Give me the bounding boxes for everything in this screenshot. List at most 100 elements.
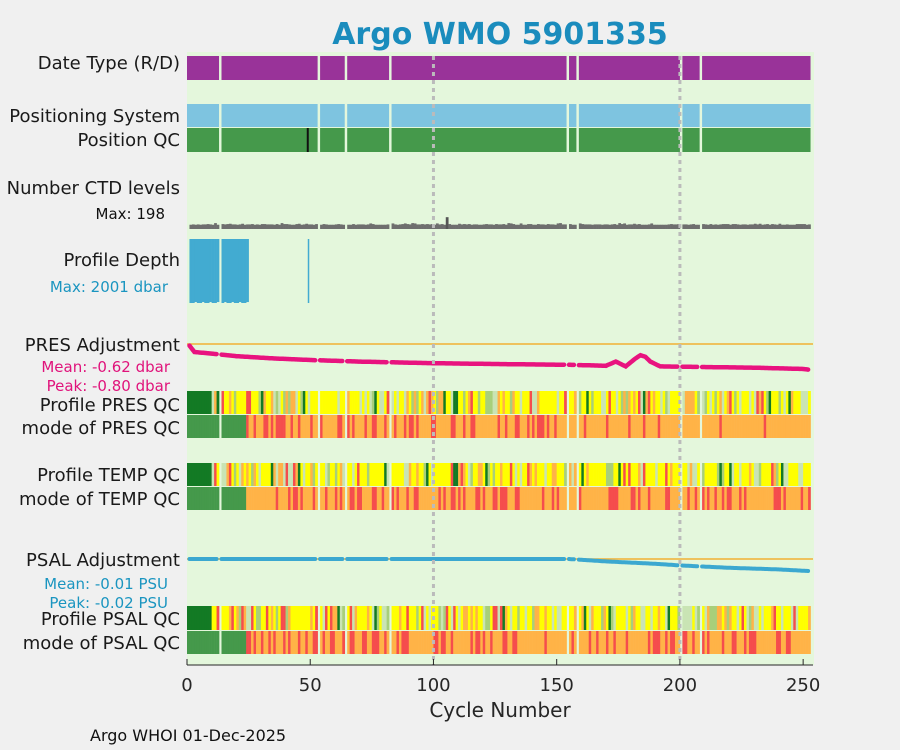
ctd-bar xyxy=(502,224,506,229)
positioning_system-band-0 xyxy=(187,104,220,127)
mode_temp_qc-cell xyxy=(803,487,806,510)
ctd-bar xyxy=(756,224,760,229)
profile_temp_qc-cell xyxy=(394,463,397,486)
profile_pres_qc-cell xyxy=(561,391,565,414)
mode_temp_qc-cell xyxy=(625,487,629,510)
profile_psal_qc-cell xyxy=(258,606,262,630)
profile_pres_qc-cell xyxy=(416,391,419,414)
profile_psal_qc-cell xyxy=(467,606,471,630)
mode_temp_qc-cell xyxy=(325,487,328,510)
mode_temp_qc-cell xyxy=(243,487,247,510)
profile_pres_qc-cell xyxy=(593,391,597,414)
profile_temp_qc-cell xyxy=(211,463,215,486)
profile_pres_qc-cell xyxy=(435,391,439,414)
mode_pres_qc-cell xyxy=(603,415,607,438)
profile_psal_qc-cell xyxy=(672,606,676,630)
ctd-bar xyxy=(591,224,594,229)
mode_pres_qc-cell xyxy=(605,415,609,438)
mode_psal_qc-cell xyxy=(524,631,528,654)
profile_temp_qc-cell xyxy=(384,463,387,486)
profile_psal_qc-cell xyxy=(694,606,698,630)
profile_pres_qc-cell xyxy=(199,391,203,414)
mode_pres_qc-cell xyxy=(357,415,360,438)
ctd-bar xyxy=(490,224,493,229)
profile_pres_qc-cell xyxy=(426,391,429,414)
mode_temp_qc-cell xyxy=(724,487,728,510)
mode_pres_qc-cell xyxy=(418,415,422,438)
profile_psal_qc-cell xyxy=(359,606,363,630)
mode_temp_qc-cell xyxy=(571,487,575,510)
profile_pres_qc-cell xyxy=(379,391,383,414)
mode_psal_qc-cell xyxy=(394,631,397,654)
mode_pres_qc-cell xyxy=(487,415,491,438)
mode_temp_qc-cell xyxy=(386,487,390,510)
mode_psal_qc-cell xyxy=(672,631,676,654)
profile_pres_qc-cell xyxy=(349,391,353,414)
profile_pres_qc-cell xyxy=(541,391,545,414)
mode_psal_qc-cell xyxy=(443,631,447,654)
mode_psal_qc-cell xyxy=(280,631,284,654)
depth-bar xyxy=(226,239,230,303)
mode_psal_qc-cell xyxy=(305,631,309,654)
profile_pres_qc-cell xyxy=(357,391,360,414)
mode_pres_qc-cell xyxy=(532,415,535,438)
mode_psal_qc-cell xyxy=(719,631,723,654)
ctd-bar xyxy=(201,224,205,229)
profile_temp_qc-cell xyxy=(739,463,742,486)
profile_pres_qc-cell xyxy=(440,391,444,414)
profile_pres_qc-cell xyxy=(475,391,479,414)
profile_pres_qc-cell xyxy=(670,391,673,414)
profile_psal_qc-cell xyxy=(633,606,636,630)
mode_temp_qc-cell xyxy=(522,487,525,510)
profile_pres_qc-cell xyxy=(532,391,535,414)
ctd-bar xyxy=(381,224,385,229)
mode_pres_qc-cell xyxy=(578,415,582,438)
mode_temp_qc-cell xyxy=(270,487,274,510)
mode_temp_qc-cell xyxy=(418,487,422,510)
profile_psal_qc-cell xyxy=(682,606,686,630)
profile_temp_qc-cell xyxy=(509,463,513,486)
profile_pres_qc-cell xyxy=(334,391,338,414)
profile_temp_qc-cell xyxy=(662,463,666,486)
profile_temp_qc-cell xyxy=(758,463,762,486)
mode_pres_qc-cell xyxy=(803,415,806,438)
profile_pres_qc-cell xyxy=(529,391,533,414)
profile_pres_qc-cell xyxy=(793,391,797,414)
mode_temp_qc-cell xyxy=(640,487,644,510)
ctd-bar xyxy=(731,224,735,229)
profile_psal_qc-cell xyxy=(243,606,247,630)
profile_pres_qc-cell xyxy=(352,391,355,414)
profile_psal_qc-cell xyxy=(354,606,358,630)
mode_pres_qc-cell xyxy=(556,415,560,438)
profile_psal_qc-cell xyxy=(500,606,503,630)
mode_pres_qc-cell xyxy=(339,415,343,438)
profile_psal_qc-cell xyxy=(361,606,365,630)
mode_pres_qc-cell xyxy=(364,415,368,438)
mode_temp_qc-cell xyxy=(743,487,747,510)
profile_temp_qc-cell xyxy=(206,463,210,486)
profile_pres_qc-cell xyxy=(443,391,447,414)
profile_temp_qc-cell xyxy=(467,463,471,486)
mode_temp_qc-cell xyxy=(603,487,607,510)
mode_temp_qc-cell xyxy=(487,487,491,510)
profile_pres_qc-cell xyxy=(396,391,400,414)
mode_pres_qc-cell xyxy=(776,415,779,438)
mode_temp_qc-cell xyxy=(211,487,215,510)
mode_pres_qc-cell xyxy=(751,415,755,438)
profile_temp_qc-cell xyxy=(709,463,713,486)
mode_temp_qc-cell xyxy=(739,487,742,510)
mode_psal_qc-cell xyxy=(490,631,493,654)
mode_pres_qc-cell xyxy=(448,415,452,438)
profile_psal_qc-cell xyxy=(719,606,723,630)
row-label-mode_pres_qc: mode of PRES QC xyxy=(22,418,180,439)
profile_psal_qc-cell xyxy=(541,606,545,630)
ctd-bar xyxy=(280,223,284,229)
profile_psal_qc-cell xyxy=(201,606,205,630)
ctd-bar xyxy=(660,224,663,229)
mode_temp_qc-cell xyxy=(613,487,617,510)
profile_temp_qc-cell xyxy=(667,463,671,486)
ctd-bar xyxy=(674,224,678,229)
mode_pres_qc-cell xyxy=(719,415,723,438)
ctd-bar xyxy=(583,224,587,229)
mode_psal_qc-cell xyxy=(756,631,760,654)
